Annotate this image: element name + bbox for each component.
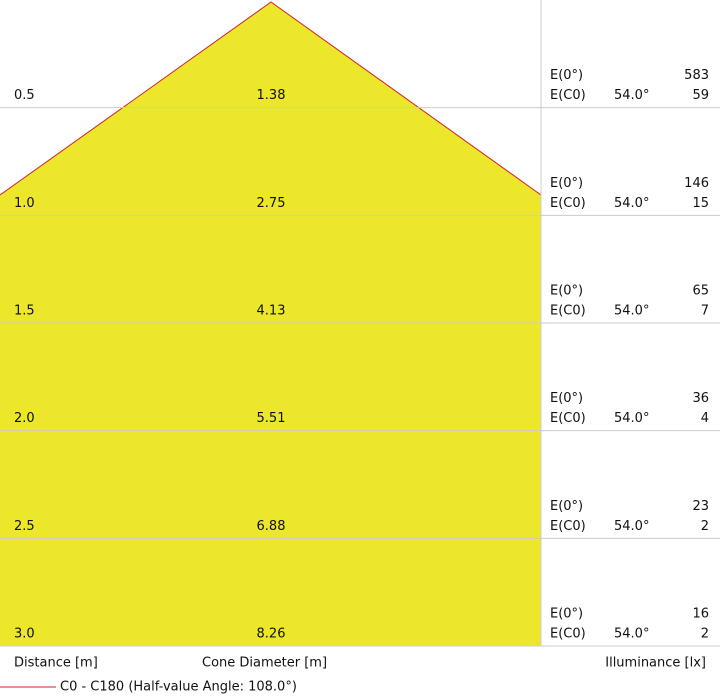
ec0-label: E(C0) — [550, 627, 586, 642]
e0-label: E(0°) — [550, 391, 583, 406]
angle: 54.0° — [614, 519, 649, 534]
ec0-value: 7 — [701, 304, 709, 319]
distance: 2.0 — [14, 411, 35, 426]
ec0-label: E(C0) — [550, 88, 586, 103]
ec0-label: E(C0) — [550, 411, 586, 426]
distance: 0.5 — [14, 88, 35, 103]
ec0-value: 15 — [692, 196, 709, 211]
footer-illuminance: Illuminance [lx] — [605, 656, 706, 671]
e0-value: 16 — [692, 607, 709, 622]
footer-diameter: Cone Diameter [m] — [202, 656, 327, 671]
ec0-label: E(C0) — [550, 304, 586, 319]
cone-diameter: 5.51 — [257, 411, 286, 426]
ec0-value: 59 — [692, 88, 709, 103]
e0-value: 65 — [692, 284, 709, 299]
e0-label: E(0°) — [550, 607, 583, 622]
angle: 54.0° — [614, 304, 649, 319]
e0-label: E(0°) — [550, 499, 583, 514]
distance: 1.5 — [14, 304, 35, 319]
distance: 2.5 — [14, 519, 35, 534]
ec0-value: 2 — [701, 627, 709, 642]
footer-distance: Distance [m] — [14, 656, 98, 671]
cone-diameter: 1.38 — [257, 88, 286, 103]
e0-label: E(0°) — [550, 284, 583, 299]
cone-edge — [0, 1, 542, 196]
angle: 54.0° — [614, 627, 649, 642]
light-cone — [0, 2, 541, 646]
cone-diameter: 2.75 — [257, 196, 286, 211]
e0-label: E(0°) — [550, 176, 583, 191]
ec0-label: E(C0) — [550, 519, 586, 534]
e0-value: 146 — [684, 176, 709, 191]
angle: 54.0° — [614, 411, 649, 426]
cone-diameter: 8.26 — [257, 627, 286, 642]
legend-text: C0 - C180 (Half-value Angle: 108.0°) — [60, 680, 297, 695]
ec0-label: E(C0) — [550, 196, 586, 211]
ec0-value: 4 — [701, 411, 709, 426]
e0-value: 583 — [684, 68, 709, 83]
distance: 3.0 — [14, 627, 35, 642]
ec0-value: 2 — [701, 519, 709, 534]
e0-label: E(0°) — [550, 68, 583, 83]
distance: 1.0 — [14, 196, 35, 211]
e0-value: 23 — [692, 499, 709, 514]
angle: 54.0° — [614, 196, 649, 211]
cone-diameter: 6.88 — [257, 519, 286, 534]
cone-diameter: 4.13 — [257, 304, 286, 319]
angle: 54.0° — [614, 88, 649, 103]
e0-value: 36 — [692, 391, 709, 406]
